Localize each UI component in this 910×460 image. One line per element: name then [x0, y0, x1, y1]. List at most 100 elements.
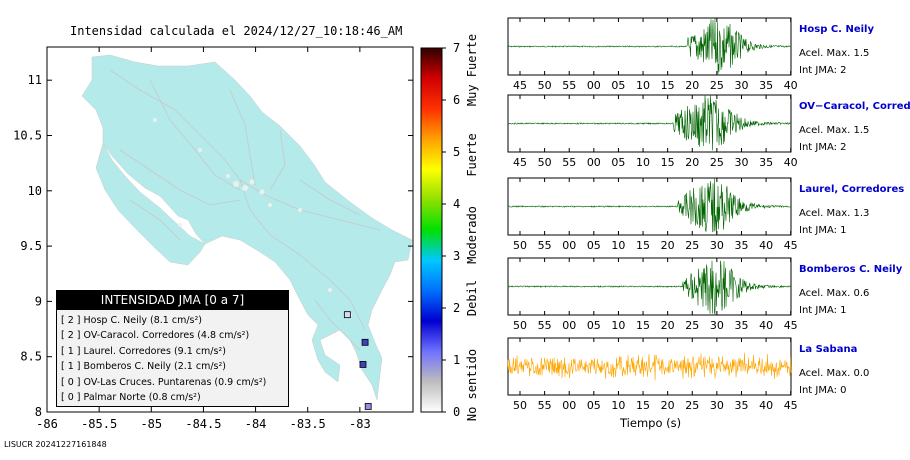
- waveform-trace: [507, 177, 791, 234]
- legend-item: [ 0 ] Palmar Norte (0.8 cm/s²): [61, 390, 288, 405]
- map-y-tick-label: 11: [28, 73, 42, 87]
- station-peak-accel: Acel. Max. 0.0: [799, 368, 870, 379]
- colorbar-tick-label: 5: [453, 145, 460, 159]
- legend-item-jma: [ 2 ]: [61, 330, 84, 342]
- station-peak-accel: Acel. Max. 1.5: [799, 125, 870, 136]
- waveform-tick-label: 40: [784, 79, 798, 92]
- colorbar-tick-label: 6: [453, 93, 460, 107]
- colorbar-tick-label: 2: [453, 301, 460, 315]
- legend-item-text: OV-Las Cruces. Puntarenas (0.9 cm/s²): [83, 376, 267, 388]
- time-axis-label: Tiempo (s): [620, 416, 682, 430]
- waveform-tick-label: 45: [513, 79, 527, 92]
- waveform-tick-label: 20: [661, 319, 675, 332]
- colorbar-tick-label: 4: [453, 197, 460, 211]
- map-y-tick-label: 8.5: [20, 350, 42, 364]
- waveform-tick-label: 35: [734, 319, 748, 332]
- waveform-tick-label: 05: [611, 79, 625, 92]
- legend-item: [ 0 ] OV-Las Cruces. Puntarenas (0.9 cm/…: [61, 375, 288, 390]
- waveform-tick-label: 05: [611, 156, 625, 169]
- waveform-tick-label: 20: [685, 156, 699, 169]
- waveform-trace: [507, 94, 792, 151]
- waveform-tick-label: 25: [685, 319, 699, 332]
- waveform-tick-label: 25: [710, 156, 724, 169]
- waveform-tick-label: 00: [562, 399, 576, 412]
- waveform-panel: 50 55 00 05 10 15 20 25 30 35 40 45: [507, 177, 798, 252]
- map-x-tick-label: -85: [140, 417, 162, 431]
- map-y-tick-label: 10.5: [13, 128, 42, 142]
- waveform-tick-label: 50: [538, 79, 552, 92]
- waveform-panel: 50 55 00 05 10 15 20 25 30 35 40 45: [507, 257, 798, 332]
- waveform-tick-label: 05: [587, 239, 601, 252]
- station-marker: [364, 403, 372, 410]
- waveform-tick-label: 10: [636, 79, 650, 92]
- waveform-tick-label: 15: [636, 399, 650, 412]
- legend-header: INTENSIDAD JMA [0 a 7]: [57, 291, 288, 310]
- waveform-tick-label: 55: [562, 79, 576, 92]
- waveform-tick-label: 05: [587, 319, 601, 332]
- waveform-tick-label: 50: [538, 156, 552, 169]
- waveform-tick-label: 45: [784, 239, 798, 252]
- waveform-tick-label: 15: [661, 156, 675, 169]
- map-x-tick-label: -83.5: [290, 417, 326, 431]
- colorbar-label: Moderado: [465, 206, 479, 264]
- waveform-tick-label: 25: [710, 79, 724, 92]
- map-y-tick-label: 9.5: [20, 239, 42, 253]
- station-name: Hosp C. Neily: [799, 24, 874, 35]
- waveform-tick-label: 15: [661, 79, 675, 92]
- waveform-trace: [507, 260, 792, 315]
- colorbar-ticks: 0 1 2 3 4 5 6 7: [442, 41, 460, 419]
- station-name: La Sabana: [799, 344, 858, 355]
- waveform-tick-label: 45: [784, 319, 798, 332]
- waveform-tick-label: 35: [759, 79, 773, 92]
- map-x-tick-label: -84.5: [185, 417, 221, 431]
- waveform-tick-label: 20: [661, 399, 675, 412]
- legend-item-jma: [ 2 ]: [61, 315, 84, 326]
- waveform-tick-label: 35: [734, 399, 748, 412]
- legend-item-text: Palmar Norte (0.8 cm/s²): [83, 392, 201, 404]
- waveform-tick-label: 15: [636, 239, 650, 252]
- colorbar-label: Debil: [465, 280, 479, 316]
- waveform-tick-label: 10: [636, 156, 650, 169]
- colorbar-gradient: [420, 47, 443, 413]
- footer-id: LISUCR 20241227161848: [4, 440, 107, 449]
- colorbar-label: Muy Fuerte: [465, 34, 479, 106]
- legend-item-jma: [ 0 ]: [61, 392, 84, 404]
- station-peak-accel: Acel. Max. 0.6: [799, 288, 870, 299]
- legend-item: [ 2 ] OV-Caracol. Corredores (4.8 cm/s²): [61, 328, 288, 343]
- colorbar: [420, 47, 443, 413]
- waveform-tick-label: 10: [611, 399, 625, 412]
- waveform-tick-label: 30: [710, 319, 724, 332]
- waveform-tick-label: 25: [685, 239, 699, 252]
- colorbar-tick-label: 7: [453, 41, 460, 55]
- legend-item-text: Bomberos C. Neily (2.1 cm/s²): [83, 361, 226, 373]
- waveform-tick-label: 10: [611, 239, 625, 252]
- waveform-tick-label: 40: [759, 319, 773, 332]
- station-markers: [343, 311, 372, 410]
- map-x-tick-label: -86: [36, 417, 58, 431]
- waveform-tick-label: 45: [513, 156, 527, 169]
- colorbar-tick-label: 1: [453, 353, 460, 367]
- legend-item: [ 1 ] Laurel. Corredores (9.1 cm/s²): [61, 344, 288, 359]
- waveform-tick-label: 50: [513, 319, 527, 332]
- waveform-tick-label: 00: [587, 156, 601, 169]
- waveform-tick-label: 35: [759, 156, 773, 169]
- waveform-tick-label: 00: [562, 319, 576, 332]
- waveform-tick-label: 15: [636, 319, 650, 332]
- legend-item-jma: [ 1 ]: [61, 345, 84, 357]
- waveform-panel: 45 50 55 00 05 10 15 20 25 30 35 40: [507, 94, 798, 169]
- legend-item: [ 1 ] Bomberos C. Neily (2.1 cm/s²): [61, 359, 288, 374]
- station-marker: [343, 311, 351, 319]
- waveform-tick-label: 50: [513, 239, 527, 252]
- waveform-tick-label: 00: [562, 239, 576, 252]
- intensity-legend: INTENSIDAD JMA [0 a 7] [ 2 ] Hosp C. Nei…: [56, 290, 289, 407]
- waveform-trace: [507, 18, 792, 74]
- waveform-tick-label: 40: [784, 156, 798, 169]
- waveform-tick-label: 50: [513, 399, 527, 412]
- legend-item-text: Hosp C. Neily (8.1 cm/s²): [83, 315, 203, 326]
- station-jma-intensity: Int JMA: 1: [799, 305, 847, 316]
- waveform-tick-label: 55: [538, 239, 552, 252]
- towns: [153, 118, 352, 317]
- waveform-tick-label: 45: [784, 399, 798, 412]
- land-nicoya: [95, 142, 206, 266]
- waveform-tick-label: 55: [562, 156, 576, 169]
